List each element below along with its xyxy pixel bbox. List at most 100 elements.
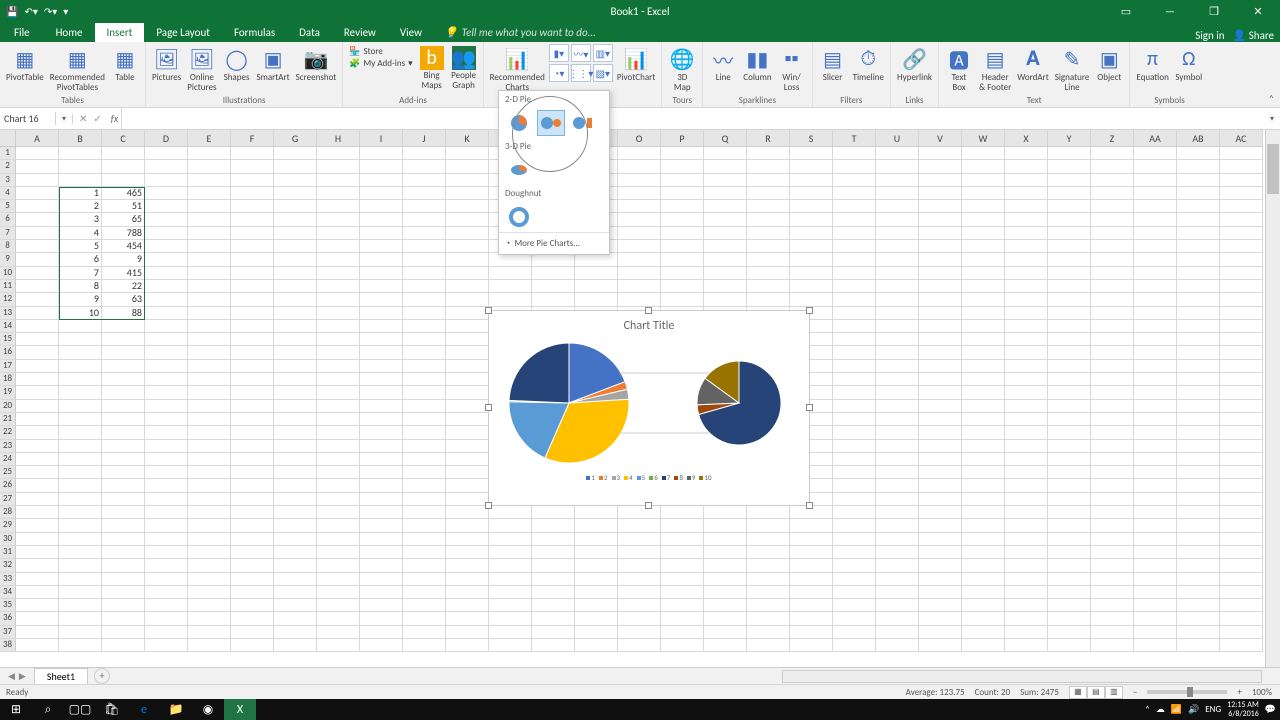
- grid-cell[interactable]: [661, 253, 704, 266]
- grid-cell[interactable]: [704, 213, 747, 226]
- grid-cell[interactable]: [403, 440, 446, 453]
- grid-cell[interactable]: [317, 599, 360, 612]
- grid-cell[interactable]: [231, 307, 274, 320]
- row-header[interactable]: 4: [0, 187, 16, 200]
- grid-cell[interactable]: [317, 280, 360, 293]
- grid-cell[interactable]: [661, 147, 704, 160]
- header-footer-button[interactable]: ▤Header & Footer: [977, 44, 1013, 95]
- doughnut-option[interactable]: [505, 204, 533, 230]
- grid-cell[interactable]: [618, 253, 661, 266]
- grid-cell[interactable]: [833, 333, 876, 346]
- grid-cell[interactable]: [1177, 586, 1220, 599]
- grid-cell[interactable]: [919, 227, 962, 240]
- grid-cell[interactable]: [1177, 639, 1220, 652]
- grid-cell[interactable]: [274, 293, 317, 306]
- grid-cell[interactable]: [747, 599, 790, 612]
- maximize-button[interactable]: ❐: [1192, 0, 1236, 22]
- grid-cell[interactable]: [446, 413, 489, 426]
- grid-cell[interactable]: [231, 240, 274, 253]
- grid-cell[interactable]: [1220, 559, 1263, 572]
- minimize-button[interactable]: —: [1148, 0, 1192, 22]
- grid-cell[interactable]: [1048, 373, 1091, 386]
- grid-cell[interactable]: [102, 599, 145, 612]
- grid-cell[interactable]: [274, 519, 317, 532]
- grid-cell[interactable]: [446, 293, 489, 306]
- column-header[interactable]: V: [919, 130, 962, 147]
- grid-cell[interactable]: [16, 227, 59, 240]
- grid-cell[interactable]: [145, 479, 188, 492]
- grid-cell[interactable]: [1048, 320, 1091, 333]
- grid-cell[interactable]: [145, 493, 188, 506]
- grid-cell[interactable]: [231, 440, 274, 453]
- grid-cell[interactable]: [876, 187, 919, 200]
- grid-cell[interactable]: [1005, 599, 1048, 612]
- grid-cell[interactable]: [919, 160, 962, 173]
- row-header[interactable]: 23: [0, 440, 16, 453]
- row-header[interactable]: 16: [0, 346, 16, 359]
- grid-cell[interactable]: [618, 612, 661, 625]
- grid-cell[interactable]: [59, 333, 102, 346]
- grid-cell[interactable]: [274, 360, 317, 373]
- grid-cell[interactable]: [1005, 413, 1048, 426]
- grid-cell[interactable]: [446, 307, 489, 320]
- grid-cell[interactable]: [661, 187, 704, 200]
- grid-cell[interactable]: [145, 386, 188, 399]
- tab-home[interactable]: Home: [44, 23, 95, 42]
- chart-plot-area[interactable]: [489, 333, 809, 473]
- grid-cell[interactable]: [1177, 307, 1220, 320]
- grid-cell[interactable]: [1048, 413, 1091, 426]
- grid-cell[interactable]: [145, 546, 188, 559]
- search-icon[interactable]: ⌕: [32, 699, 64, 720]
- grid-cell[interactable]: [274, 147, 317, 160]
- row-header[interactable]: 9: [0, 253, 16, 266]
- grid-cell[interactable]: [962, 227, 1005, 240]
- grid-cell[interactable]: [876, 253, 919, 266]
- grid-cell[interactable]: 9: [102, 253, 145, 266]
- grid-cell[interactable]: [16, 413, 59, 426]
- grid-cell[interactable]: [317, 200, 360, 213]
- grid-cell[interactable]: [188, 253, 231, 266]
- grid-cell[interactable]: [747, 639, 790, 652]
- grid-cell[interactable]: [1134, 426, 1177, 439]
- grid-cell[interactable]: [833, 160, 876, 173]
- tray-chevron-icon[interactable]: ˄: [1145, 704, 1150, 715]
- grid-cell[interactable]: [747, 506, 790, 519]
- grid-cell[interactable]: [360, 147, 403, 160]
- grid-cell[interactable]: [231, 559, 274, 572]
- grid-cell[interactable]: [360, 280, 403, 293]
- zoom-in-button[interactable]: +: [1237, 687, 1241, 698]
- grid-cell[interactable]: [919, 413, 962, 426]
- grid-cell[interactable]: [489, 559, 532, 572]
- grid-cell[interactable]: [317, 440, 360, 453]
- grid-cell[interactable]: 3: [59, 213, 102, 226]
- grid-cell[interactable]: [1005, 400, 1048, 413]
- grid-cell[interactable]: [317, 147, 360, 160]
- grid-cell[interactable]: [102, 426, 145, 439]
- embedded-chart[interactable]: Chart Title 12345678910: [488, 310, 810, 506]
- grid-cell[interactable]: [446, 519, 489, 532]
- grid-cell[interactable]: [274, 413, 317, 426]
- grid-cell[interactable]: [231, 346, 274, 359]
- grid-cell[interactable]: [833, 559, 876, 572]
- column-header[interactable]: D: [145, 130, 188, 147]
- grid-cell[interactable]: [446, 346, 489, 359]
- grid-cell[interactable]: [317, 160, 360, 173]
- more-pie-charts-item[interactable]: ◔More Pie Charts...: [499, 232, 609, 254]
- grid-cell[interactable]: [1177, 240, 1220, 253]
- grid-cell[interactable]: [403, 466, 446, 479]
- grid-cell[interactable]: [532, 546, 575, 559]
- grid-cell[interactable]: [919, 280, 962, 293]
- grid-cell[interactable]: [919, 253, 962, 266]
- grid-cell[interactable]: [59, 573, 102, 586]
- grid-cell[interactable]: [661, 612, 704, 625]
- grid-cell[interactable]: [919, 293, 962, 306]
- tab-review[interactable]: Review: [332, 23, 388, 42]
- grid-cell[interactable]: [145, 187, 188, 200]
- grid-cell[interactable]: [16, 373, 59, 386]
- grid-cell[interactable]: [747, 253, 790, 266]
- chart-legend[interactable]: 12345678910: [489, 473, 809, 482]
- chart-handle-w[interactable]: [485, 404, 492, 411]
- grid-cell[interactable]: [102, 174, 145, 187]
- grid-cell[interactable]: [188, 466, 231, 479]
- grid-cell[interactable]: [962, 147, 1005, 160]
